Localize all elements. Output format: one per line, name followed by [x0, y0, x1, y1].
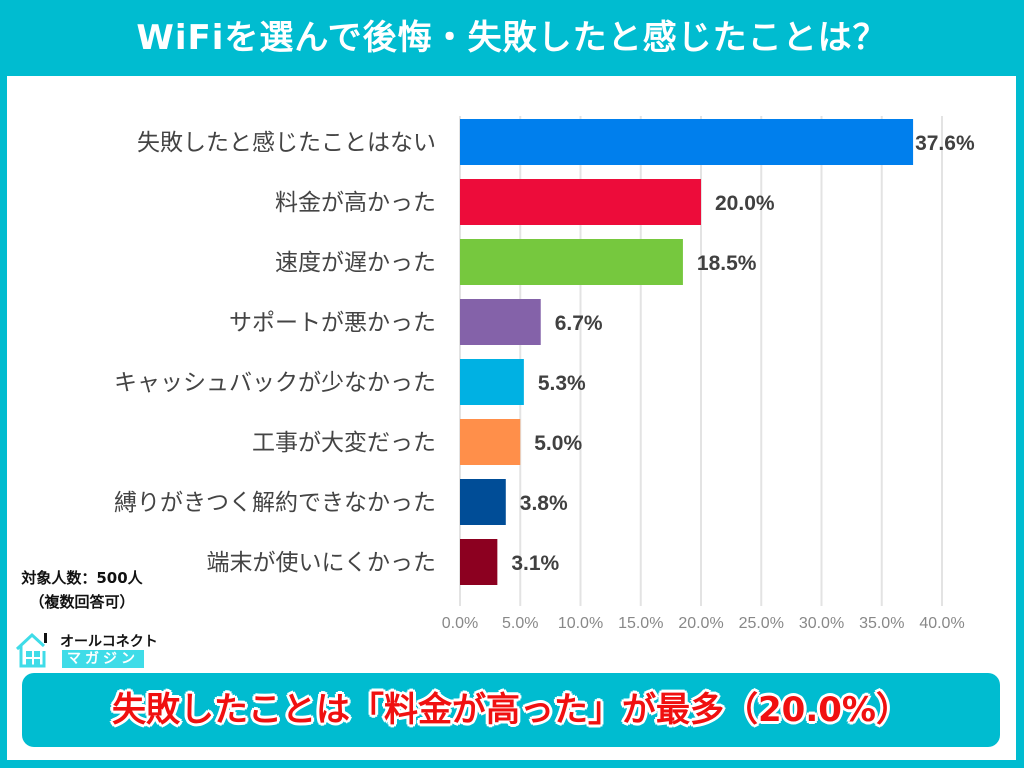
category-label: 縛りがきつく解約できなかった: [114, 490, 436, 516]
logo-text-bottom: マガジン: [62, 650, 144, 668]
category-label: 料金が高かった: [275, 190, 436, 216]
x-tick-label: 0.0%: [442, 615, 478, 632]
data-label: 37.6%: [915, 132, 975, 155]
bar: [460, 479, 506, 525]
bar: [460, 539, 498, 585]
bar: [460, 119, 914, 165]
bar: [460, 239, 683, 285]
chart-panel: 0.0% 5.0% 10.0% 15.0% 20.0% 25.0% 30.0% 35.0% 40…: [7, 76, 1016, 760]
bar-chart: 0.0% 5.0% 10.0% 15.0% 20.0% 25.0% 30.0% 35.0% 40…: [114, 116, 975, 632]
bar: [460, 179, 701, 225]
x-tick-label: 35.0%: [859, 615, 904, 632]
multiple-answer-note: （複数回答可）: [29, 593, 135, 611]
x-tick-label: 40.0%: [919, 615, 964, 632]
logo-text-top: オールコネクト: [60, 634, 158, 650]
data-label: 3.8%: [520, 492, 568, 515]
data-label: 18.5%: [697, 252, 757, 275]
bar: [460, 299, 541, 345]
x-tick-label: 5.0%: [502, 615, 538, 632]
sample-size: 対象人数：500人: [21, 569, 143, 587]
category-label: キャッシュバックが少なかった: [114, 370, 436, 396]
x-tick-label: 10.0%: [558, 615, 603, 632]
data-label: 6.7%: [555, 312, 603, 335]
bar: [460, 359, 524, 405]
house-icon: [15, 632, 47, 668]
data-label: 3.1%: [511, 552, 559, 575]
page-title: WiFiを選んで後悔・失敗したと感じたことは？: [136, 18, 888, 58]
data-label: 20.0%: [715, 192, 775, 215]
category-label: 速度が遅かった: [275, 250, 436, 276]
category-label: サポートが悪かった: [229, 310, 436, 336]
category-label: 端末が使いにくかった: [206, 550, 436, 576]
x-tick-label: 20.0%: [678, 615, 723, 632]
bar: [460, 419, 521, 465]
logo: オールコネクト マガジン: [15, 631, 158, 669]
x-tick-label: 15.0%: [618, 615, 663, 632]
x-tick-label: 25.0%: [739, 615, 784, 632]
category-label: 工事が大変だった: [252, 430, 436, 456]
data-label: 5.3%: [538, 372, 586, 395]
summary-banner: 失敗したことは「料金が高った」が最多（20.0%）: [22, 673, 1000, 747]
data-label: 5.0%: [534, 432, 582, 455]
sample-note: 対象人数：500人 （複数回答可）: [7, 566, 157, 614]
category-label: 失敗したと感じたことはない: [137, 130, 436, 156]
x-tick-label: 30.0%: [799, 615, 844, 632]
